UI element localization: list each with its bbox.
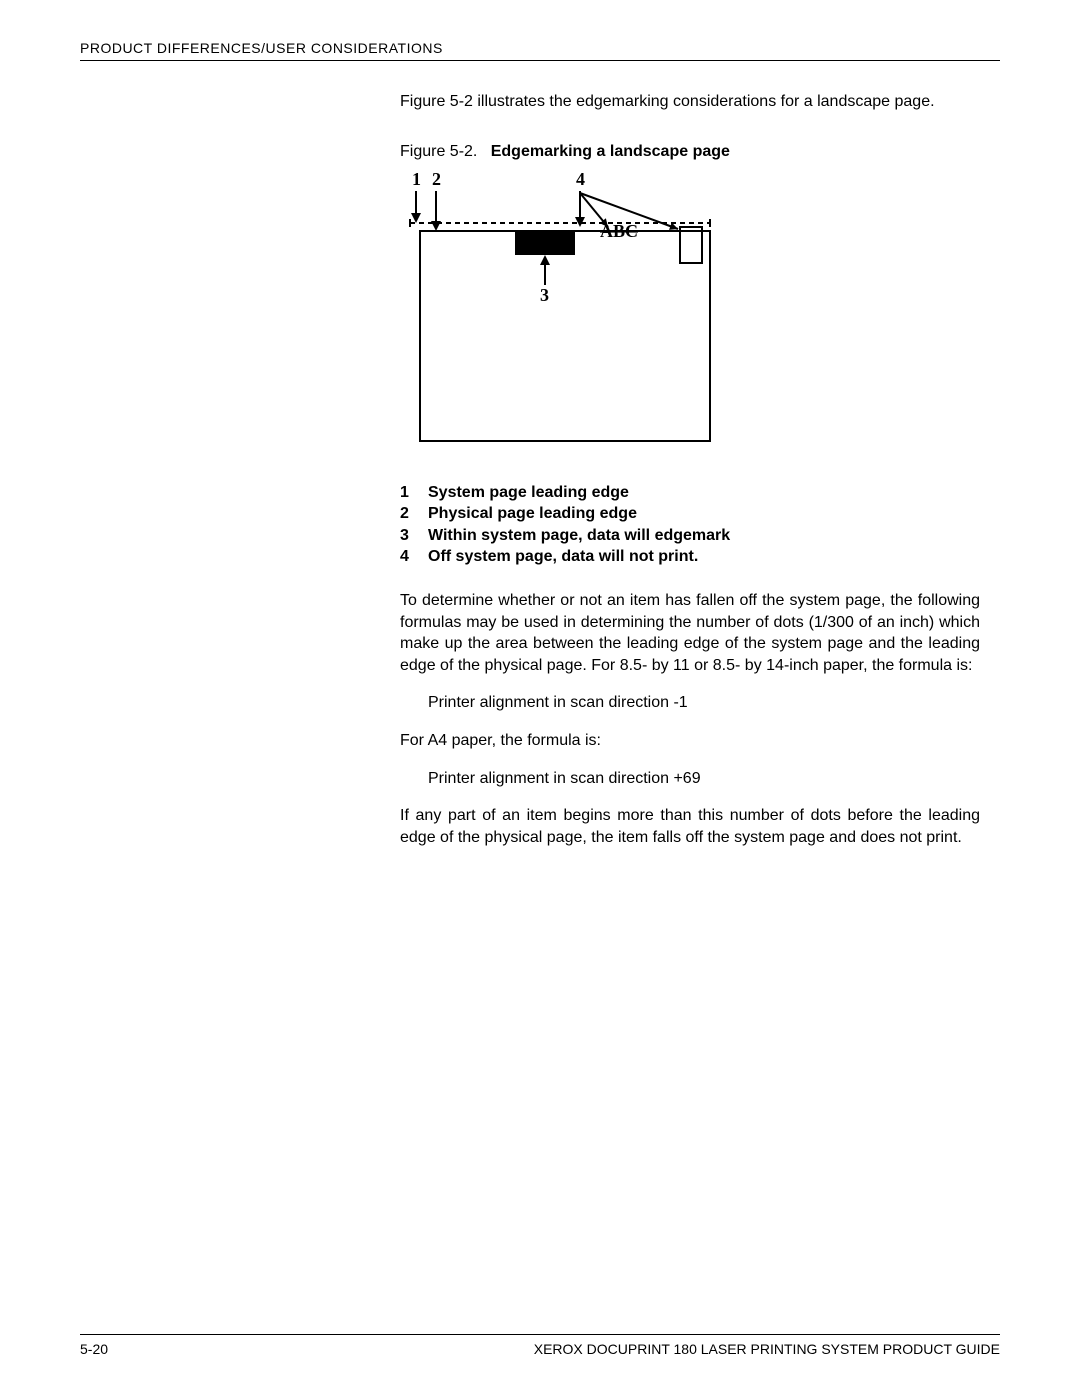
page-footer: 5-20 XEROX DOCUPRINT 180 LASER PRINTING … — [80, 1334, 1000, 1357]
legend-row: 4Off system page, data will not print. — [400, 546, 980, 568]
edgemarking-diagram: ABC1234 — [400, 173, 980, 458]
svg-text:4: 4 — [576, 173, 585, 189]
legend-number: 3 — [400, 525, 428, 547]
figure-title: Edgemarking a landscape page — [491, 143, 730, 160]
figure-legend: 1System page leading edge2Physical page … — [400, 482, 980, 568]
footer-page-number: 5-20 — [80, 1341, 108, 1357]
legend-number: 2 — [400, 503, 428, 525]
body-p1: To determine whether or not an item has … — [400, 590, 980, 676]
figure-label: Figure 5-2. — [400, 143, 477, 160]
page-header: PRODUCT DIFFERENCES/USER CONSIDERATIONS — [80, 40, 1000, 61]
legend-text: System page leading edge — [428, 482, 629, 504]
legend-row: 1System page leading edge — [400, 482, 980, 504]
section-title: PRODUCT DIFFERENCES/USER CONSIDERATIONS — [80, 40, 1000, 56]
legend-row: 3Within system page, data will edgemark — [400, 525, 980, 547]
legend-number: 4 — [400, 546, 428, 568]
legend-text: Physical page leading edge — [428, 503, 637, 525]
legend-text: Within system page, data will edgemark — [428, 525, 730, 547]
svg-text:3: 3 — [540, 285, 549, 305]
diagram-svg: ABC1234 — [400, 173, 720, 453]
footer-doc-title: XEROX DOCUPRINT 180 LASER PRINTING SYSTE… — [534, 1341, 1000, 1357]
legend-row: 2Physical page leading edge — [400, 503, 980, 525]
formula-2: Printer alignment in scan direction +69 — [428, 768, 980, 790]
legend-text: Off system page, data will not print. — [428, 546, 698, 568]
formula-1: Printer alignment in scan direction -1 — [428, 692, 980, 714]
svg-text:2: 2 — [432, 173, 441, 189]
legend-number: 1 — [400, 482, 428, 504]
svg-text:1: 1 — [412, 173, 421, 189]
intro-paragraph: Figure 5-2 illustrates the edgemarking c… — [400, 91, 980, 113]
body-p3: If any part of an item begins more than … — [400, 805, 980, 848]
figure-caption: Figure 5-2. Edgemarking a landscape page — [400, 143, 980, 161]
body-p2: For A4 paper, the formula is: — [400, 730, 980, 752]
